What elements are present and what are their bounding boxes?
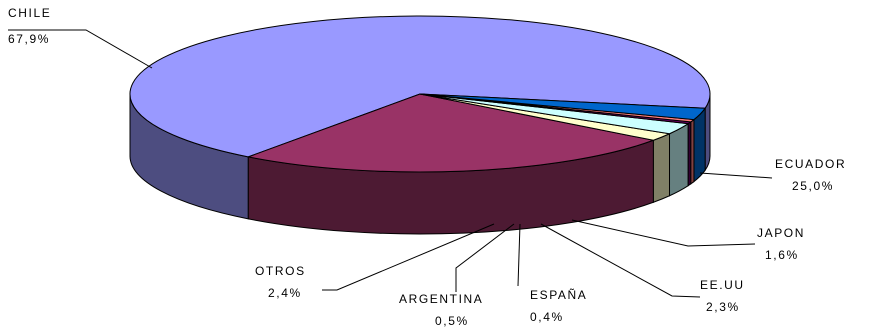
value-chile: 67,9%	[8, 32, 50, 46]
pie-side-japon	[652, 132, 671, 203]
value-argentina: 0,5%	[435, 314, 469, 328]
leader-line-espana	[517, 223, 521, 287]
pie-slice-otros	[419, 93, 707, 121]
leader-line-argentina	[455, 223, 515, 292]
label-ecuador: ECUADOR	[775, 157, 846, 171]
label-espana: ESPAÑA	[530, 288, 587, 302]
leader-line-eeuu	[540, 223, 701, 298]
label-otros: OTROS	[255, 264, 306, 278]
pie-side-eeuu	[669, 122, 689, 197]
label-eeuu: EE.UU	[700, 278, 745, 292]
value-ecuador: 25,0%	[792, 179, 834, 193]
value-eeuu: 2,3%	[706, 300, 740, 314]
label-argentina: ARGENTINA	[399, 292, 483, 306]
leader-line-japon	[571, 219, 756, 247]
leader-line-chile	[8, 29, 153, 69]
pie-slices	[129, 15, 711, 173]
value-espana: 0,4%	[530, 310, 564, 324]
pie-slice-chile	[129, 15, 711, 158]
value-japon: 1,6%	[765, 248, 799, 262]
value-otros: 2,4%	[268, 286, 302, 300]
pie-side-otros	[693, 106, 706, 183]
leader-line-ecuador	[699, 172, 773, 179]
label-japon: JAPON	[757, 226, 805, 240]
leader-line-otros	[322, 223, 495, 291]
label-chile: CHILE	[8, 6, 51, 20]
pie-slice-ecuador	[246, 93, 656, 173]
